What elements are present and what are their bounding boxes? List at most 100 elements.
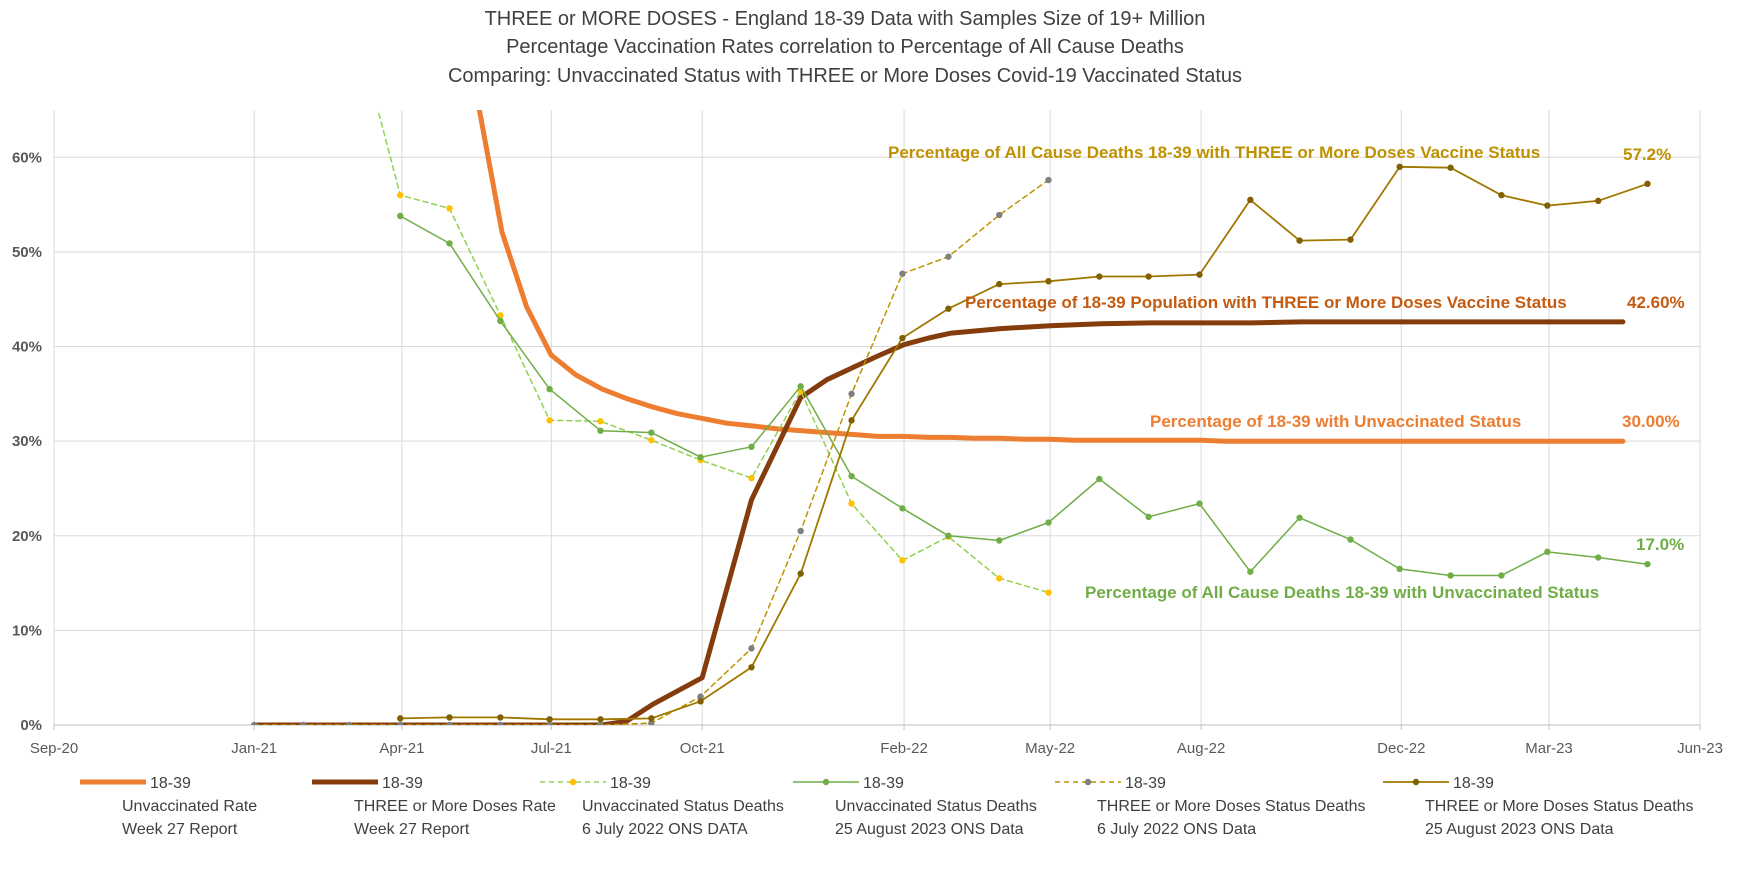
- legend-marker: [569, 778, 577, 786]
- data-point: [346, 721, 353, 725]
- x-tick-label: Aug-22: [1177, 740, 1225, 757]
- legend-series-name: 18-39: [1453, 775, 1494, 792]
- x-tick-label: Jul-21: [531, 740, 572, 757]
- legend-label: THREE or More Doses Rate: [354, 798, 556, 815]
- annotation-unvaccinated-population: Percentage of 18-39 with Unvaccinated St…: [1150, 412, 1521, 431]
- axes: 0% 10% 20% 30% 40% 50% 60% Sep-20 Jan-21 Apr-21 Ju…: [12, 149, 1723, 757]
- x-tick-label: Dec-22: [1377, 740, 1425, 757]
- legend-label: 6 July 2022 ONS Data: [1097, 821, 1256, 838]
- x-tick-label: Jan-21: [231, 740, 277, 757]
- data-point: [1498, 572, 1505, 579]
- data-point: [748, 645, 755, 652]
- data-point: [397, 721, 404, 725]
- data-point: [497, 721, 504, 725]
- x-tick-label: Mar-23: [1525, 740, 1573, 757]
- annotation-three-doses-population: Percentage of 18-39 Population with THRE…: [965, 293, 1567, 312]
- data-point: [748, 443, 755, 451]
- series-1: [251, 319, 1626, 725]
- data-point: [1296, 514, 1303, 521]
- annotation-unvaccinated-deaths-value: 17.0%: [1636, 535, 1684, 554]
- series-line: [399, 215, 1649, 577]
- plot-area: [251, 110, 1651, 725]
- data-point: [597, 427, 604, 434]
- series-line: [377, 110, 1050, 594]
- data-point: [1396, 565, 1403, 573]
- data-point: [748, 664, 755, 671]
- series-3: [397, 212, 1651, 579]
- data-point: [497, 312, 504, 319]
- title-line-2: Percentage Vaccination Rates correlation…: [506, 36, 1184, 58]
- x-tick-label: Oct-21: [680, 740, 725, 757]
- legend-marker: [1412, 778, 1420, 786]
- data-point: [1045, 278, 1052, 285]
- data-point: [597, 418, 604, 425]
- data-point: [446, 714, 453, 721]
- legend-item: 18-39 Unvaccinated Status Deaths 6 July 20…: [540, 775, 784, 838]
- chart-title: THREE or MORE DOSES - England 18-39 Data…: [448, 8, 1242, 87]
- data-point: [546, 716, 553, 723]
- y-tick-label: 60%: [12, 149, 42, 166]
- data-point: [697, 693, 704, 700]
- data-point: [546, 385, 553, 393]
- legend-label: Unvaccinated Status Deaths: [582, 798, 784, 815]
- legend-label: 6 July 2022 ONS DATA: [582, 821, 748, 838]
- y-tick-label: 30%: [12, 433, 42, 450]
- x-tick-label: Jun-23: [1677, 740, 1723, 757]
- data-point: [546, 721, 553, 725]
- y-tick-label: 0%: [20, 717, 42, 734]
- data-point: [748, 474, 755, 482]
- data-point: [996, 537, 1003, 544]
- data-point: [899, 270, 906, 277]
- data-point: [899, 557, 906, 564]
- data-point: [648, 715, 655, 722]
- data-point: [1247, 196, 1254, 204]
- data-point: [1096, 273, 1103, 280]
- data-point: [648, 437, 655, 444]
- legend-item: 18-39 THREE or More Doses Rate Week 27 Rep…: [312, 775, 556, 838]
- data-point: [446, 205, 453, 212]
- data-point: [648, 719, 655, 725]
- data-point: [1396, 163, 1403, 170]
- data-point: [697, 698, 704, 705]
- data-point: [945, 532, 952, 539]
- x-tick-label: Sep-20: [30, 740, 78, 757]
- data-point: [1045, 589, 1052, 596]
- data-point: [1145, 273, 1152, 280]
- series-line: [251, 319, 1626, 725]
- x-tick-label: Feb-22: [880, 740, 928, 757]
- legend-series-name: 18-39: [382, 775, 423, 792]
- legend-label: THREE or More Doses Status Deaths: [1097, 798, 1366, 815]
- series-0: [476, 110, 1626, 444]
- data-point: [597, 721, 604, 725]
- data-point: [1045, 176, 1052, 184]
- data-point: [397, 715, 404, 722]
- data-point: [1247, 568, 1254, 575]
- data-point: [848, 390, 855, 398]
- data-point: [996, 280, 1003, 288]
- data-point: [1498, 191, 1505, 199]
- gridlines: [53, 110, 1701, 725]
- series-line: [399, 165, 1649, 721]
- y-tick-label: 50%: [12, 244, 42, 261]
- y-tick-label: 40%: [12, 339, 42, 356]
- data-point: [1595, 554, 1602, 561]
- data-point: [1644, 560, 1651, 568]
- legend-marker: [822, 778, 830, 786]
- data-point: [945, 305, 952, 312]
- data-point: [1544, 548, 1551, 556]
- legend-series-name: 18-39: [863, 775, 904, 792]
- data-point: [597, 716, 604, 723]
- data-point: [300, 721, 307, 725]
- data-point: [1196, 500, 1203, 507]
- data-point: [899, 505, 906, 512]
- legend-label: 25 August 2023 ONS Data: [1425, 821, 1614, 838]
- data-point: [497, 317, 504, 325]
- series-2: [377, 110, 1052, 596]
- legend-item: 18-39 THREE or More Doses Status Deaths 6 …: [1055, 775, 1366, 838]
- series-5: [397, 163, 1651, 723]
- data-point: [1096, 475, 1103, 483]
- series-4: [251, 176, 1052, 725]
- data-point: [1296, 237, 1303, 244]
